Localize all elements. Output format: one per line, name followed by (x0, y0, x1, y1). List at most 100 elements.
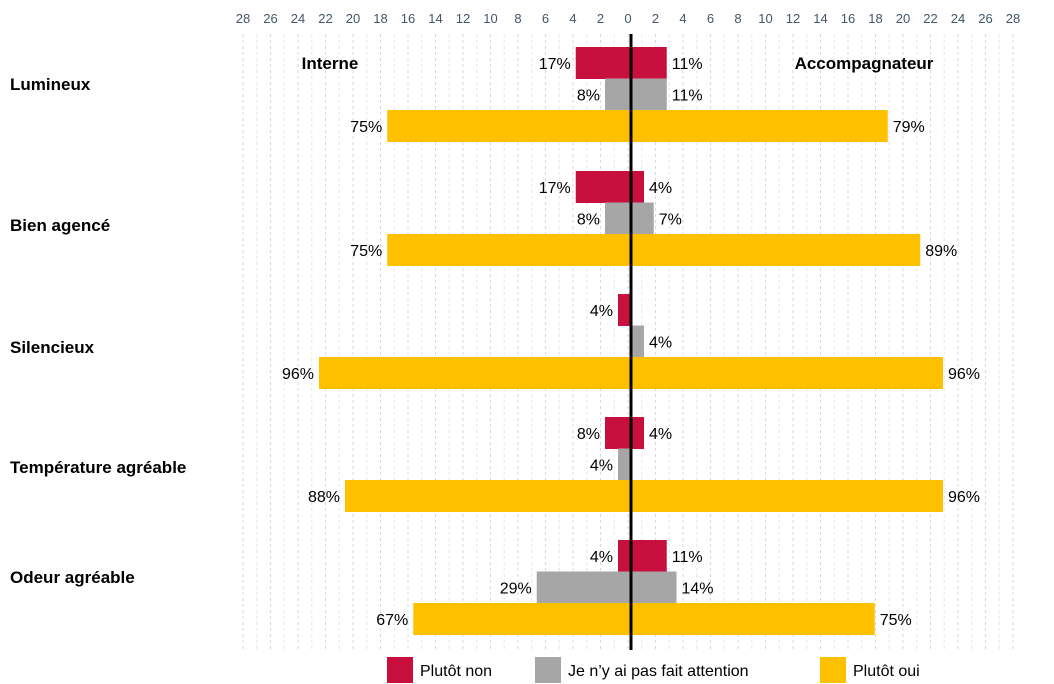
x-tick-label: 12 (456, 11, 470, 26)
x-tick-label: 6 (707, 11, 714, 26)
x-tick-label: 16 (401, 11, 415, 26)
x-tick-label: 28 (1006, 11, 1020, 26)
x-tick-label: 18 (868, 11, 882, 26)
data-label-right: 75% (880, 612, 912, 629)
x-tick-label: 10 (483, 11, 497, 26)
bar-right (631, 325, 644, 358)
data-label-right: 79% (893, 119, 925, 136)
x-tick-label: 12 (786, 11, 800, 26)
bar-left (618, 294, 631, 326)
category-label: Lumineux (10, 75, 91, 94)
x-tick-label: 28 (236, 11, 250, 26)
category-label: Silencieux (10, 338, 95, 357)
data-label-left: 8% (577, 88, 600, 105)
x-tick-label: 26 (978, 11, 992, 26)
legend-swatch (820, 657, 846, 683)
left-side-label: Interne (302, 54, 359, 73)
bars (319, 47, 943, 635)
bar-right (631, 603, 875, 635)
data-label-right: 4% (649, 335, 672, 352)
x-tick-label: 8 (734, 11, 741, 26)
bar-right (631, 417, 644, 449)
data-label-left: 75% (350, 119, 382, 136)
data-label-left: 17% (539, 56, 571, 73)
data-label-left: 4% (590, 458, 613, 475)
data-label-right: 4% (649, 426, 672, 443)
bar-right (631, 171, 644, 203)
x-tick-label: 2 (652, 11, 659, 26)
bar-left (345, 480, 631, 512)
x-tick-label: 2 (597, 11, 604, 26)
x-tick-label: 24 (951, 11, 965, 26)
category-labels: Lumineux Bien agencé Silencieux Température… (10, 75, 186, 587)
bar-right (631, 571, 677, 604)
data-label-right: 89% (925, 243, 957, 260)
data-label-left: 67% (376, 612, 408, 629)
bar-right (631, 234, 921, 266)
bar-left (605, 78, 631, 111)
data-label-right: 96% (948, 366, 980, 383)
data-label-right: 11% (672, 549, 703, 566)
x-tick-label: 14 (813, 11, 827, 26)
data-label-left: 75% (350, 243, 382, 260)
x-tick-label: 16 (841, 11, 855, 26)
category-label: Température agréable (10, 458, 186, 477)
x-tick-label: 20 (346, 11, 360, 26)
bar-right (631, 47, 667, 79)
data-label-left: 8% (577, 212, 600, 229)
bar-left (618, 448, 631, 481)
bar-left (575, 47, 631, 79)
bar-left (618, 540, 631, 572)
bar-left (387, 110, 631, 142)
bar-right (631, 480, 943, 512)
bar-left (319, 357, 631, 389)
bar-left (536, 571, 631, 604)
x-tick-label: 18 (373, 11, 387, 26)
data-label-left: 17% (539, 180, 571, 197)
right-side-label: Accompagnateur (795, 54, 934, 73)
bar-right (631, 202, 654, 235)
x-tick-label: 4 (569, 11, 576, 26)
x-axis-ticks: 28 26 24 22 20 18 16 14 12 10 8 6 4 2 0 2 4 6 8 10 12 14 16 18 2… (236, 11, 1020, 26)
bar-left (605, 417, 631, 449)
legend-swatch (387, 657, 413, 683)
bar-right (631, 357, 943, 389)
data-label-left: 29% (500, 581, 532, 598)
x-tick-label: 6 (542, 11, 549, 26)
legend-label: Je n’y ai pas fait attention (568, 663, 749, 680)
category-label: Bien agencé (10, 216, 110, 235)
data-label-left: 8% (577, 426, 600, 443)
legend: Plutôt non Je n’y ai pas fait attention Pl… (387, 657, 920, 683)
x-tick-label: 4 (679, 11, 686, 26)
data-label-right: 96% (948, 489, 980, 506)
x-tick-label: 22 (318, 11, 332, 26)
x-tick-label: 26 (263, 11, 277, 26)
data-label-right: 4% (649, 180, 672, 197)
bar-left (605, 202, 631, 235)
legend-swatch (535, 657, 561, 683)
bar-right (631, 540, 667, 572)
data-labels: 17% 11% 8% 11% 75% 79% 17% 4% 8% 7% 75% 89% 4% 4% 96% 9… (282, 56, 980, 629)
data-label-right: 11% (672, 56, 703, 73)
bar-right (631, 110, 888, 142)
data-label-right: 14% (682, 581, 714, 598)
data-label-left: 88% (308, 489, 340, 506)
bar-right (631, 78, 667, 111)
x-tick-label: 10 (758, 11, 772, 26)
x-tick-label: 22 (923, 11, 937, 26)
data-label-right: 11% (672, 88, 703, 105)
x-tick-label: 8 (514, 11, 521, 26)
bar-left (575, 171, 631, 203)
x-tick-label: 20 (896, 11, 910, 26)
data-label-left: 4% (590, 303, 613, 320)
x-tick-label: 24 (291, 11, 305, 26)
data-label-left: 4% (590, 549, 613, 566)
category-label: Odeur agréable (10, 568, 135, 587)
data-label-right: 7% (659, 212, 682, 229)
bar-left (413, 603, 631, 635)
data-label-left: 96% (282, 366, 314, 383)
x-tick-label: 14 (428, 11, 442, 26)
bar-left (387, 234, 631, 266)
x-tick-label: 0 (624, 11, 631, 26)
